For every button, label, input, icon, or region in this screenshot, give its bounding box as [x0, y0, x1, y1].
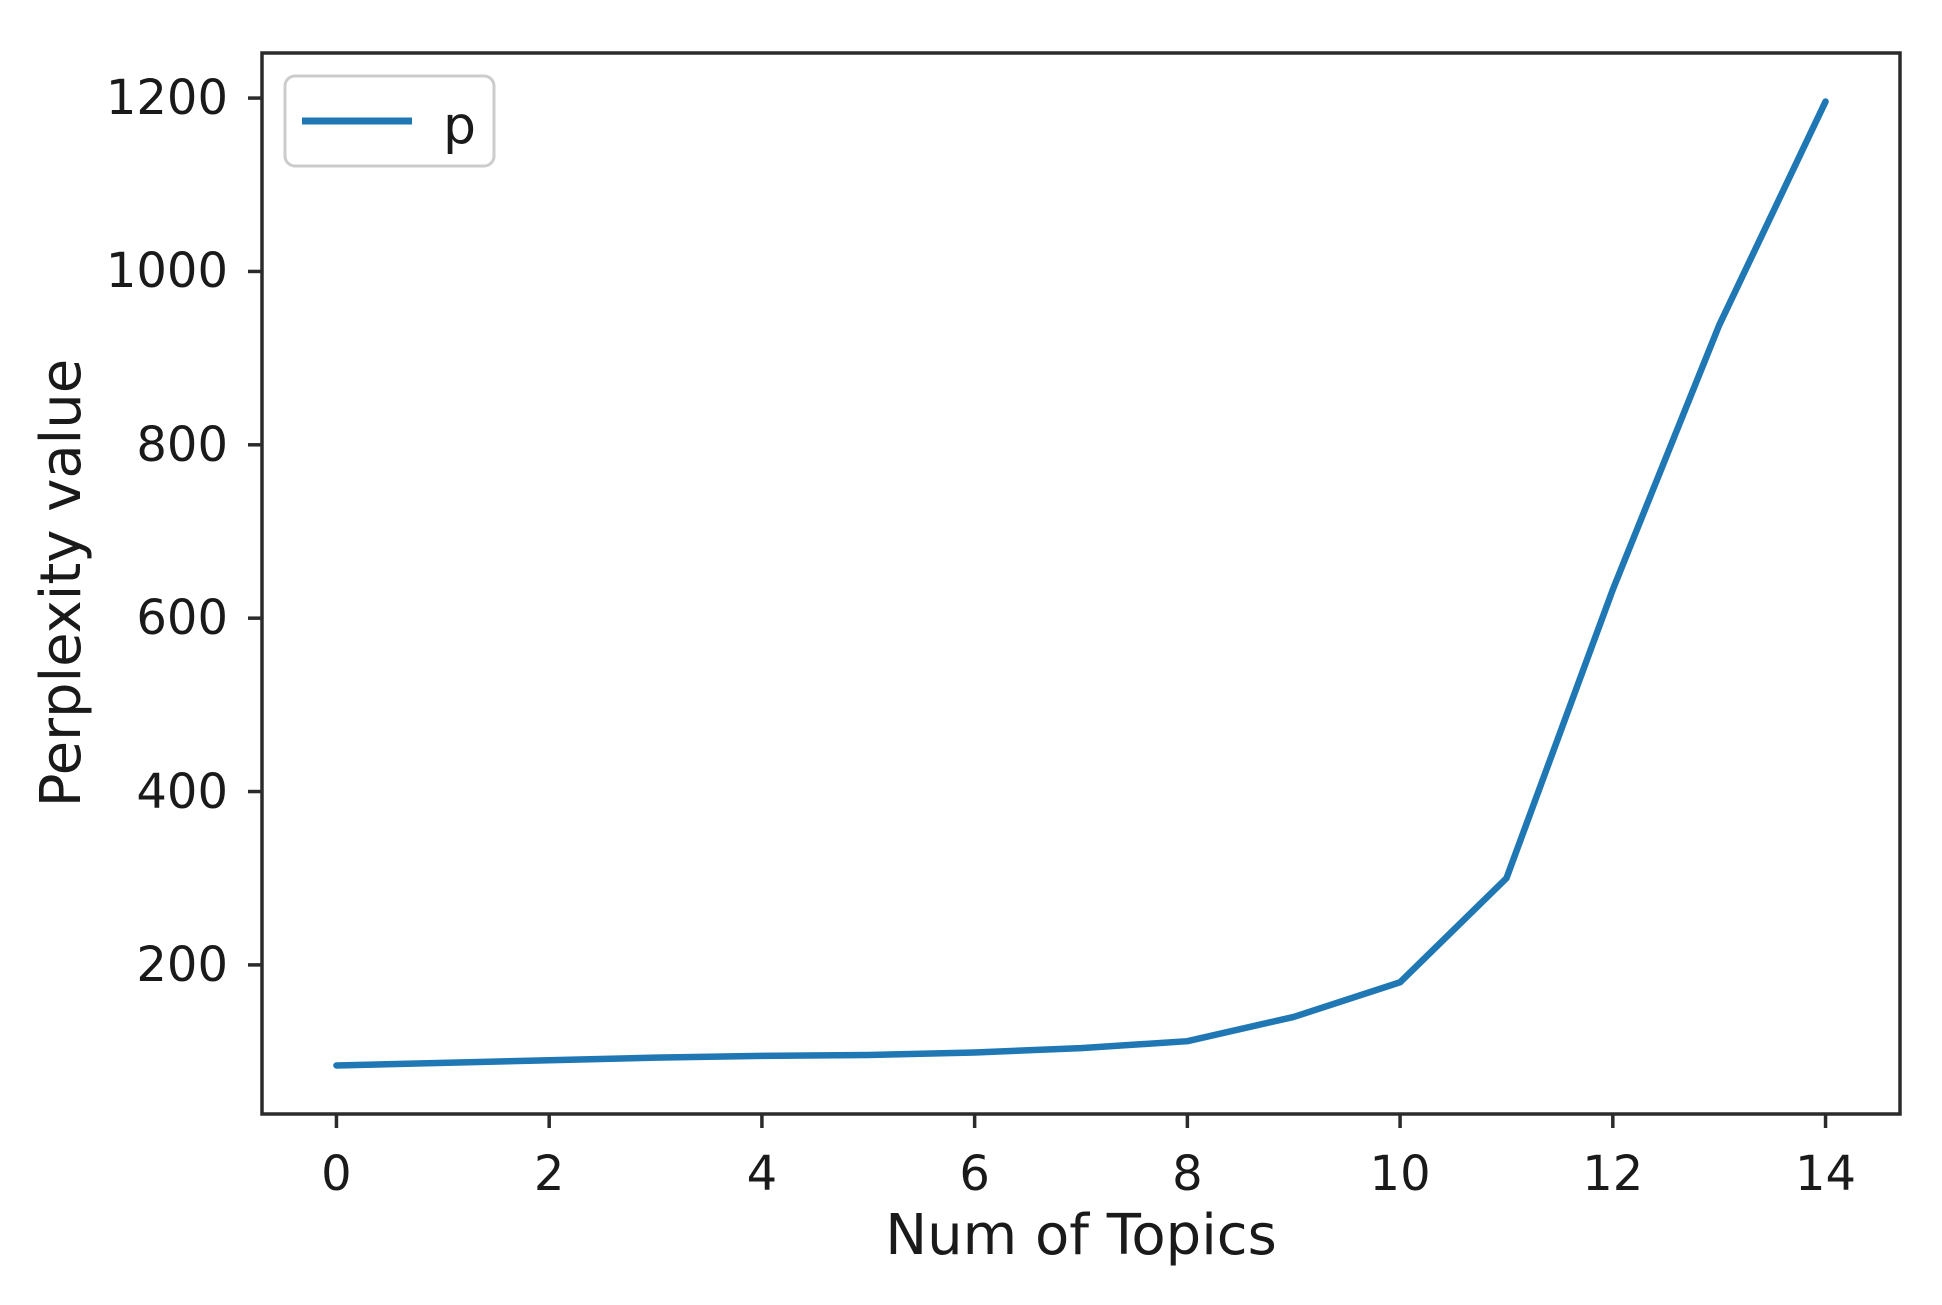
- series-line-p: [333, 98, 1829, 1069]
- plot-border: [260, 51, 1902, 1116]
